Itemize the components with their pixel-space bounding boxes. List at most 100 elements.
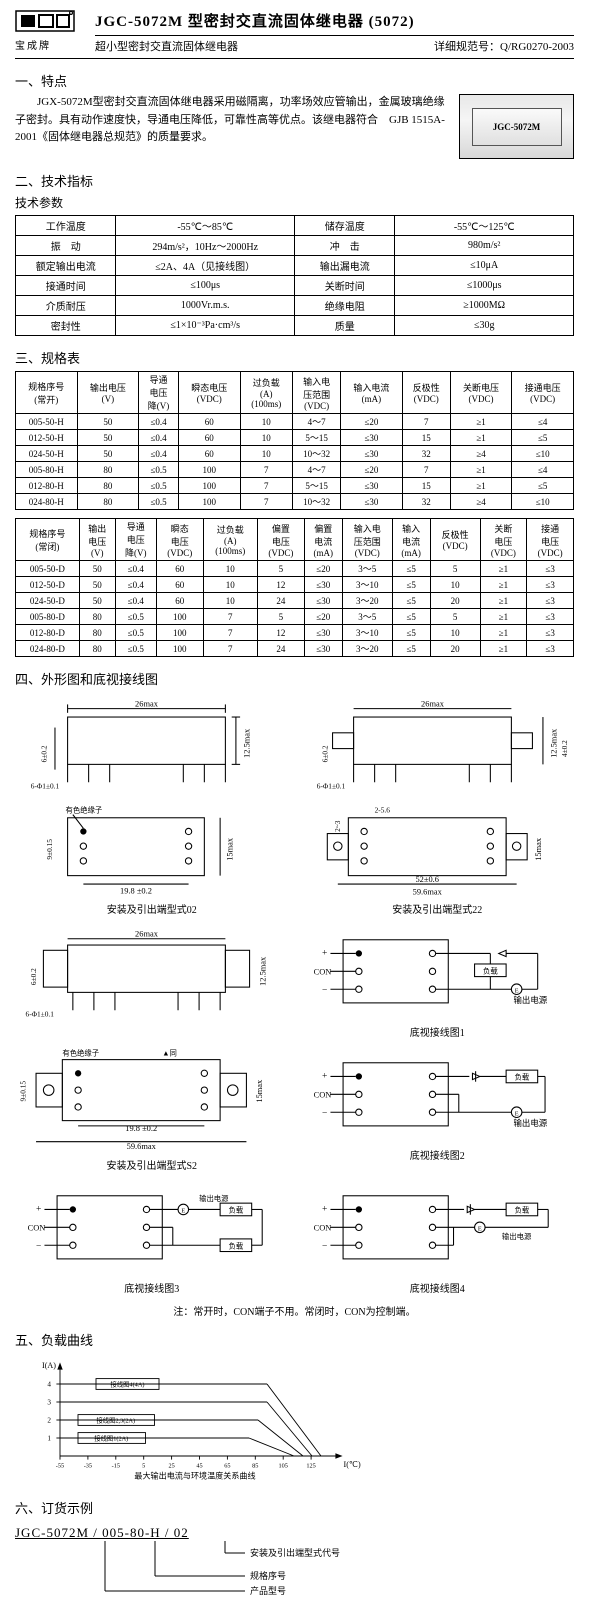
- table-cell: 15: [402, 478, 450, 494]
- table-cell: ≤20: [341, 414, 403, 430]
- order-code: JGC-5072M / 005-80-H / 02: [15, 1525, 189, 1540]
- table-cell: 012-80-D: [16, 625, 80, 641]
- table-cell: 980m/s²: [395, 236, 574, 256]
- table-cell: 5: [430, 609, 480, 625]
- table-cell: ≤0.4: [115, 577, 156, 593]
- table-cell: 50: [77, 446, 139, 462]
- table-cell: ≤30: [304, 641, 342, 657]
- table-header: 偏置 电流 (mA): [304, 519, 342, 561]
- svg-text:4±0.2: 4±0.2: [560, 740, 569, 757]
- svg-text:26max: 26max: [135, 930, 159, 939]
- table-header: 瞬态电压 (VDC): [178, 372, 240, 414]
- svg-text:65: 65: [224, 1463, 230, 1470]
- intro-text: JGX-5072M型密封交直流固体继电器采用磁隔离，功率场效应管输出，金属玻璃绝…: [15, 94, 449, 159]
- table-header: 瞬态 电压 (VDC): [156, 519, 203, 561]
- svg-text:15max: 15max: [255, 1079, 264, 1103]
- table-cell: ≤4: [512, 462, 574, 478]
- table-cell: 7: [240, 494, 293, 510]
- table-cell: ≤30: [341, 446, 403, 462]
- table-cell: 3～5: [342, 609, 392, 625]
- table-cell: 100: [156, 609, 203, 625]
- table-cell: ≤0.4: [139, 414, 179, 430]
- table-cell: ≤30: [304, 577, 342, 593]
- svg-text:-15: -15: [112, 1463, 120, 1470]
- table-header: 输入电 压范围 (VDC): [342, 519, 392, 561]
- table-cell: ≤5: [392, 593, 430, 609]
- table-cell: 005-50-D: [16, 561, 80, 577]
- table-cell: 80: [79, 641, 115, 657]
- svg-text:输出电源: 输出电源: [501, 1232, 531, 1241]
- table-cell: 振 动: [16, 236, 116, 256]
- svg-text:-35: -35: [84, 1463, 92, 1470]
- section5-title: 五、负载曲线: [15, 1330, 574, 1349]
- svg-text:E: E: [514, 988, 518, 995]
- table-cell: 4～7: [293, 462, 341, 478]
- table-cell: 024-80-D: [16, 641, 80, 657]
- table-cell: 20: [430, 641, 480, 657]
- svg-text:6-Φ1±0.1: 6-Φ1±0.1: [26, 1010, 55, 1019]
- table-cell: 介质耐压: [16, 296, 116, 316]
- svg-text:2-5.6: 2-5.6: [374, 805, 390, 814]
- table-cell: 50: [79, 561, 115, 577]
- svg-text:接线图4(4A): 接线图4(4A): [111, 1380, 145, 1389]
- table-cell: -55℃～125℃: [395, 216, 574, 236]
- product-photo: JGC-5072M: [459, 94, 574, 159]
- logo-block: R 宝成牌: [15, 10, 85, 52]
- svg-text:▲同: ▲同: [162, 1048, 177, 1057]
- table-cell: 额定输出电流: [16, 256, 116, 276]
- table-cell: 3～20: [342, 593, 392, 609]
- table-cell: ≤0.5: [139, 478, 179, 494]
- table-cell: ≤0.5: [115, 609, 156, 625]
- svg-text:负载: 负载: [229, 1242, 244, 1251]
- table-cell: -55℃～85℃: [116, 216, 295, 236]
- table-cell: ≤100μs: [116, 276, 295, 296]
- table-cell: 10: [430, 625, 480, 641]
- table-cell: 005-50-H: [16, 414, 78, 430]
- svg-text:接线图2,3(2A): 接线图2,3(2A): [96, 1416, 135, 1425]
- table-cell: ≤3: [527, 625, 574, 641]
- svg-text:3: 3: [47, 1399, 51, 1407]
- table-cell: ≥4: [450, 494, 512, 510]
- svg-text:59.6max: 59.6max: [127, 1142, 157, 1151]
- table-cell: 10: [240, 430, 293, 446]
- svg-text:−: −: [322, 1108, 327, 1118]
- table-header: 规格序号 (常闭): [16, 519, 80, 561]
- svg-text:CON: CON: [313, 1091, 331, 1100]
- svg-text:105: 105: [278, 1463, 287, 1470]
- table-cell: ≥1: [450, 430, 512, 446]
- svg-text:6±0.2: 6±0.2: [40, 745, 49, 762]
- table-cell: ≤30: [341, 430, 403, 446]
- outline-bottom-s2: 有色绝缘子 ▲同 19.8 ±0.2 59.6max 15max 9±0.15 …: [15, 1047, 289, 1172]
- table-cell: 10: [240, 414, 293, 430]
- table-header: 关断电压 (VDC): [450, 372, 512, 414]
- section1-title: 一、特点: [15, 71, 574, 90]
- table-cell: ≤5: [512, 478, 574, 494]
- svg-text:R: R: [70, 12, 72, 16]
- svg-text:有色绝缘子: 有色绝缘子: [62, 1048, 99, 1057]
- table-cell: 100: [156, 641, 203, 657]
- svg-text:E: E: [514, 1110, 518, 1117]
- table-cell: 100: [156, 625, 203, 641]
- svg-text:CON: CON: [313, 968, 331, 977]
- page-subtitle: 超小型密封交直流固体继电器: [95, 38, 238, 54]
- table-header: 关断 电压 (VDC): [480, 519, 527, 561]
- table-header: 输入电流 (mA): [341, 372, 403, 414]
- svg-text:E: E: [477, 1226, 481, 1233]
- section2-title: 二、技术指标: [15, 171, 574, 190]
- table-cell: 32: [402, 446, 450, 462]
- table-cell: 80: [77, 462, 139, 478]
- spec-number: 详细规范号：Q/RG0270-2003: [434, 38, 574, 54]
- table-cell: ≤0.4: [139, 446, 179, 462]
- table-cell: ≥1: [480, 593, 527, 609]
- svg-text:CON: CON: [28, 1224, 46, 1233]
- order-example: JGC-5072M / 005-80-H / 02 安装及引出端型式代号 规格序…: [15, 1525, 574, 1601]
- table-cell: 60: [156, 561, 203, 577]
- svg-text:产品型号: 产品型号: [250, 1585, 286, 1596]
- table-cell: ≤20: [304, 609, 342, 625]
- table-cell: 80: [77, 478, 139, 494]
- table-cell: 3～10: [342, 577, 392, 593]
- svg-text:1: 1: [47, 1435, 51, 1443]
- table-cell: ≤1×10⁻³Pa·cm³/s: [116, 316, 295, 336]
- table-cell: 5～15: [293, 430, 341, 446]
- wiring-diagram-1: + CON − 负载 E 输出电源 底视接线图1: [301, 924, 575, 1039]
